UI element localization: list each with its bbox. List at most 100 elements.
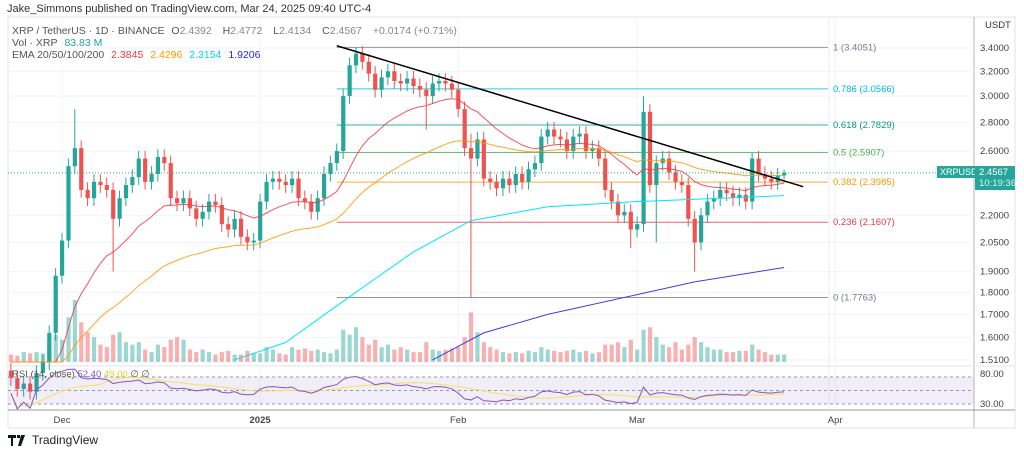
candle-body <box>155 157 161 174</box>
ema-label[interactable]: EMA 20/50/100/200 <box>12 49 105 61</box>
ema200-value: 1.9206 <box>228 49 261 61</box>
candle-body <box>309 201 314 212</box>
candle-body <box>686 185 691 219</box>
volume-bar <box>718 349 723 362</box>
candle-body <box>104 185 109 190</box>
candle-body <box>162 157 167 164</box>
volume-bar <box>449 348 454 362</box>
candle-body <box>552 129 557 137</box>
time-axis-label: Dec <box>54 415 71 426</box>
publisher-line: Jake_Simmons published on TradingView.co… <box>7 3 372 15</box>
volume-bar <box>309 350 314 362</box>
candle-body <box>507 178 512 186</box>
volume-bar <box>168 339 173 362</box>
candle-body <box>615 201 621 216</box>
candle-body <box>577 133 582 137</box>
volume-bar <box>283 354 288 362</box>
candle-body <box>85 189 90 199</box>
volume-bar <box>468 312 474 362</box>
volume-bar <box>545 349 550 362</box>
volume-bar <box>98 344 103 362</box>
last-price: 2.4567 <box>979 167 1009 178</box>
chart-frame <box>7 16 1016 429</box>
volume-bar <box>366 344 371 362</box>
price-tick-label: 1.8000 <box>980 287 1009 298</box>
candle-body <box>654 163 659 186</box>
volume-bar <box>583 350 589 362</box>
candle-body <box>238 218 244 237</box>
candle-body <box>782 172 787 176</box>
candle-body <box>718 189 723 199</box>
tradingview-logo[interactable]: TradingView <box>8 433 98 447</box>
rsi-value: 52.40 <box>77 369 102 380</box>
volume-label[interactable]: Vol · XRP <box>12 37 58 49</box>
candle-body <box>462 109 467 149</box>
candle-body <box>705 201 710 216</box>
volume-bar <box>398 347 403 362</box>
rsi-upper-label: 80.00 <box>980 369 1004 380</box>
candle-body <box>756 158 761 174</box>
candle-body <box>47 332 52 363</box>
candle-body <box>545 129 550 137</box>
close-value: 2.4567 <box>329 25 362 37</box>
volume-bar <box>194 352 199 362</box>
volume-bar <box>379 347 384 362</box>
volume-bar <box>264 347 269 362</box>
candle-body <box>40 362 46 373</box>
volume-bar <box>91 337 97 362</box>
volume-bar <box>488 347 493 362</box>
volume-bar <box>47 342 52 362</box>
candle-body <box>590 148 595 152</box>
trendline <box>336 45 804 188</box>
volume-bar <box>270 349 276 362</box>
candle-body <box>385 71 391 78</box>
candle-body <box>379 77 384 90</box>
candle-body <box>635 224 640 230</box>
volume-bar <box>532 352 538 362</box>
candle-body <box>424 89 429 97</box>
volume-bar <box>405 349 410 362</box>
volume-bar <box>315 349 320 362</box>
price-tick-label: 1.7000 <box>980 309 1009 320</box>
candle-body <box>437 81 442 84</box>
ohlc-high: H2.4772 <box>223 25 267 37</box>
fib-level-label: 0.382 (2.3985) <box>833 177 895 188</box>
fib-level-label: 0.5 (2.5907) <box>833 147 884 158</box>
price-tick-label: 2.8000 <box>980 118 1009 129</box>
candle-body <box>417 85 423 90</box>
candle-body <box>136 158 141 178</box>
time-axis-label: 2025 <box>250 415 272 426</box>
rsi-extra-1: ∅ <box>130 369 139 380</box>
volume-bar <box>123 342 129 362</box>
candle-body <box>405 78 410 84</box>
symbol-name[interactable]: XRP / TetherUS · 1D · BINANCE <box>12 25 165 37</box>
currency-unit[interactable]: USDT <box>985 20 1011 31</box>
rsi-label[interactable]: RSI (14, close) <box>12 369 75 380</box>
fib-level-label: 0.618 (2.7829) <box>833 120 895 131</box>
volume-bar <box>175 337 180 362</box>
candle-body <box>79 148 84 190</box>
volume-bar <box>245 350 250 362</box>
volume-bar <box>411 352 416 362</box>
volume-bar <box>360 337 365 362</box>
price-tick-label: 3.2000 <box>980 66 1009 77</box>
candle-body <box>296 178 301 199</box>
bar-countdown: 10:19:36 <box>979 178 1016 189</box>
volume-bar <box>60 339 65 362</box>
volume-bar <box>520 353 525 362</box>
change-value: +0.0174 (+0.71%) <box>372 25 457 37</box>
candle-body <box>187 198 192 209</box>
ema-legend: EMA 20/50/100/200 2.3845 2.4296 2.3154 1… <box>12 49 264 61</box>
fib-level-label: 0.786 (3.0566) <box>833 84 895 95</box>
fib-level-label: 1 (3.4051) <box>833 42 876 53</box>
volume-bar <box>462 337 467 362</box>
symbol-legend: XRP / TetherUS · 1D · BINANCE O2.4392 H2… <box>12 25 461 37</box>
candle-body <box>628 211 633 230</box>
candle-body <box>98 181 103 186</box>
volume-bar <box>85 332 90 362</box>
candle-body <box>622 211 627 216</box>
time-axis-label: Apr <box>828 415 843 426</box>
candle-body <box>673 172 678 182</box>
candle-body <box>277 178 282 182</box>
